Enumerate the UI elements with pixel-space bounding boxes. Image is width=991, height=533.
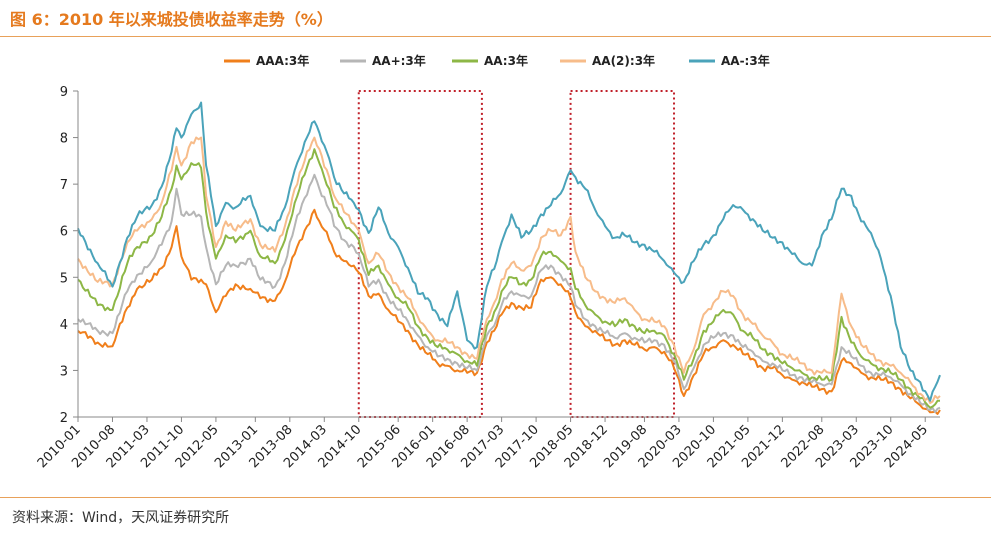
y-tick-label: 5 [60, 271, 68, 286]
chart-axes: 234567892010-012010-082011-032011-102012… [35, 85, 940, 471]
series-line [77, 148, 941, 409]
source-note: 资料来源：Wind，天风证券研究所 [12, 510, 230, 526]
y-tick-label: 9 [60, 85, 68, 100]
yield-line-chart: AAA:3年 AA+:3年 AA:3年 AA(2):3年 AA-:3年 2 3 4 5 6 7 8 9… [35, 53, 941, 471]
y-tick-label: 3 [60, 364, 68, 379]
series-line [77, 173, 941, 414]
legend-label: AA-:3年 [721, 53, 770, 68]
y-tick-label: 6 [60, 225, 68, 240]
title-divider [0, 36, 991, 37]
y-tick-label: 7 [60, 178, 68, 193]
series-lines [77, 101, 941, 415]
source-divider [0, 497, 991, 498]
y-tick-label: 4 [60, 318, 68, 333]
series-line [77, 101, 941, 402]
legend-label: AA:3年 [484, 53, 528, 68]
series-line [77, 208, 941, 415]
legend-label: AAA:3年 [256, 53, 309, 68]
legend-label: AA(2):3年 [592, 53, 655, 68]
y-tick-label: 2 [60, 411, 68, 426]
figure-title: 图 6：2010 年以来城投债收益率走势（%） [10, 10, 333, 29]
y-tick-label: 8 [60, 132, 68, 147]
highlight-boxes [357, 90, 676, 418]
chart-legend: AAA:3年 AA+:3年 AA:3年 AA(2):3年 AA-:3年 [224, 53, 770, 68]
series-line [77, 136, 941, 404]
legend-label: AA+:3年 [372, 53, 426, 68]
